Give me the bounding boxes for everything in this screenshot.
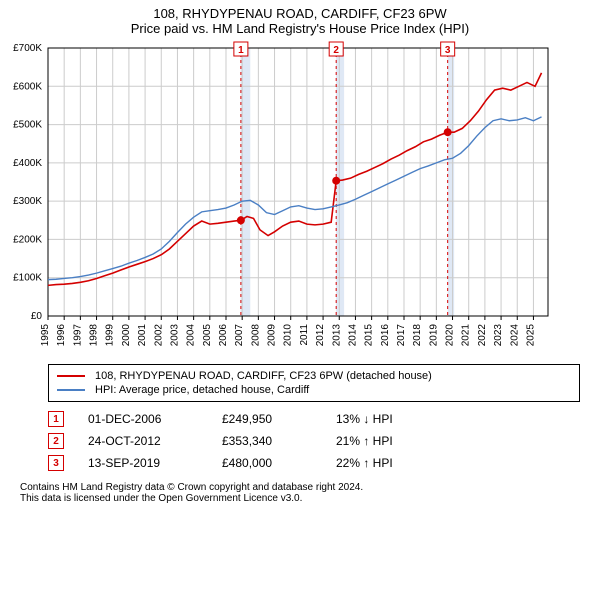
footer-line-1: Contains HM Land Registry data © Crown c… [20,482,580,493]
svg-text:2013: 2013 [331,324,342,347]
svg-text:2020: 2020 [445,324,456,347]
svg-text:2009: 2009 [267,324,278,347]
svg-text:£400K: £400K [13,158,42,169]
svg-text:2024: 2024 [509,324,520,347]
svg-text:1999: 1999 [105,324,116,347]
svg-text:£500K: £500K [13,120,42,131]
event-badge-num: 3 [53,458,59,469]
events-table: 1 01-DEC-2006 £249,950 13% ↓ HPI 2 24-OC… [48,408,580,474]
svg-text:2011: 2011 [299,324,310,346]
event-row: 1 01-DEC-2006 £249,950 13% ↓ HPI [48,408,580,430]
event-badge-num: 1 [53,414,59,425]
svg-text:2017: 2017 [396,324,407,347]
event-diff: 21% ↑ HPI [336,434,436,448]
chart: £0 £100K £200K £300K £400K £500K £600K £700K 199… [0,38,600,358]
svg-text:2022: 2022 [477,324,488,347]
title-line-2: Price paid vs. HM Land Registry's House … [0,21,600,36]
svg-text:2003: 2003 [169,324,180,347]
event-badge-num: 2 [53,436,59,447]
footer-line-2: This data is licensed under the Open Gov… [20,493,580,504]
svg-text:2023: 2023 [493,324,504,347]
event-price: £353,340 [222,434,312,448]
svg-text:£300K: £300K [13,196,42,207]
event-price: £480,000 [222,456,312,470]
svg-text:2019: 2019 [428,324,439,347]
svg-text:1997: 1997 [72,324,83,347]
footer: Contains HM Land Registry data © Crown c… [20,482,580,504]
svg-text:2000: 2000 [121,324,132,347]
svg-text:2010: 2010 [283,324,294,347]
legend-row: 108, RHYDYPENAU ROAD, CARDIFF, CF23 6PW … [57,369,571,383]
event-date: 24-OCT-2012 [88,434,198,448]
svg-text:2012: 2012 [315,324,326,347]
legend-label-property: 108, RHYDYPENAU ROAD, CARDIFF, CF23 6PW … [95,370,432,382]
svg-text:2016: 2016 [380,324,391,347]
svg-text:2: 2 [333,45,339,56]
svg-text:2004: 2004 [186,324,197,347]
svg-text:2007: 2007 [234,324,245,347]
legend-swatch-property [57,375,85,377]
event-date: 13-SEP-2019 [88,456,198,470]
svg-text:£200K: £200K [13,234,42,245]
svg-text:2006: 2006 [218,324,229,347]
event-badge-3: 3 [48,455,64,471]
svg-text:1995: 1995 [40,324,51,347]
legend: 108, RHYDYPENAU ROAD, CARDIFF, CF23 6PW … [48,364,580,402]
event-badge-1: 1 [48,411,64,427]
chart-svg: £0 £100K £200K £300K £400K £500K £600K £700K 199… [0,38,560,358]
legend-row: HPI: Average price, detached house, Card… [57,383,571,397]
title-block: 108, RHYDYPENAU ROAD, CARDIFF, CF23 6PW … [0,0,600,38]
svg-text:2015: 2015 [364,324,375,347]
svg-text:2001: 2001 [137,324,148,347]
svg-text:2005: 2005 [202,324,213,347]
event-diff: 13% ↓ HPI [336,412,436,426]
svg-text:1996: 1996 [56,324,67,347]
svg-text:2021: 2021 [461,324,472,347]
event-row: 2 24-OCT-2012 £353,340 21% ↑ HPI [48,430,580,452]
svg-text:£600K: £600K [13,81,42,92]
svg-text:2018: 2018 [412,324,423,347]
legend-label-hpi: HPI: Average price, detached house, Card… [95,384,309,396]
event-row: 3 13-SEP-2019 £480,000 22% ↑ HPI [48,452,580,474]
legend-swatch-hpi [57,389,85,391]
event-date: 01-DEC-2006 [88,412,198,426]
svg-text:2002: 2002 [153,324,164,347]
svg-text:£100K: £100K [13,273,42,284]
svg-text:3: 3 [445,45,451,56]
svg-text:2008: 2008 [250,324,261,347]
event-badge-2: 2 [48,433,64,449]
svg-text:2025: 2025 [525,324,536,347]
figure-container: 108, RHYDYPENAU ROAD, CARDIFF, CF23 6PW … [0,0,600,504]
event-diff: 22% ↑ HPI [336,456,436,470]
svg-text:2014: 2014 [347,324,358,347]
title-line-1: 108, RHYDYPENAU ROAD, CARDIFF, CF23 6PW [0,6,600,21]
svg-text:£700K: £700K [13,43,42,54]
event-price: £249,950 [222,412,312,426]
svg-text:£0: £0 [31,311,43,322]
svg-text:1: 1 [238,45,244,56]
svg-text:1998: 1998 [89,324,100,347]
